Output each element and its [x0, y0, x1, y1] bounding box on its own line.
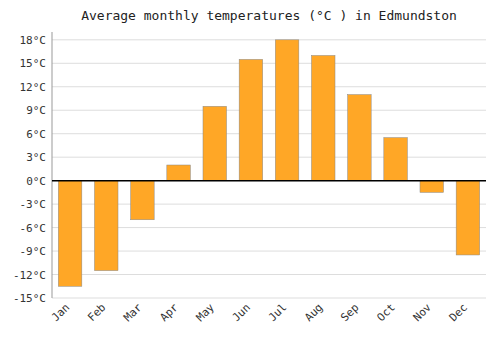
bar [420, 181, 444, 193]
bar [167, 165, 191, 181]
bars [58, 40, 479, 286]
x-tick-label: Dec [447, 301, 470, 324]
y-tick-label: 15°C [20, 57, 47, 70]
x-tick-label: Aug [302, 301, 325, 324]
bar [311, 55, 335, 180]
x-tick-label: Jul [266, 301, 289, 324]
grid-line [52, 274, 486, 275]
x-tick-label: May [194, 301, 218, 325]
grid [52, 40, 486, 298]
x-tick-label: Nov [411, 301, 435, 325]
bar [131, 181, 155, 220]
zero-line [52, 180, 486, 182]
chart: -15°C -12°C -9°C -6°C -3°C 0°C 3°C 6°C 9°C 12°C 15… [0, 0, 500, 350]
y-tick-label: -3°C [20, 198, 47, 211]
y-tick-label: 6°C [26, 128, 46, 141]
y-tick-label: 9°C [26, 104, 46, 117]
x-tick-label: Apr [157, 301, 181, 325]
bar [58, 181, 82, 287]
x-tick-label: Jan [49, 301, 72, 324]
bar [203, 106, 227, 180]
bar [275, 40, 299, 181]
x-tick-label: Sep [338, 301, 361, 324]
y-tick-label: -9°C [20, 245, 47, 258]
grid-line [52, 110, 486, 111]
bar [239, 59, 263, 180]
bar [348, 95, 372, 181]
title: Average monthly temperatures (°C ) in Ed… [81, 8, 457, 23]
grid-line [52, 63, 486, 64]
x-tick-label: Jun [230, 301, 253, 324]
bar [456, 181, 480, 255]
x-tick-label: Oct [374, 301, 397, 324]
bar [384, 138, 408, 181]
y-axis-line [52, 32, 53, 298]
grid-line [52, 157, 486, 158]
grid-line [52, 133, 486, 134]
grid-line [52, 298, 486, 299]
grid-line [52, 86, 486, 87]
y-tick-label: 0°C [26, 175, 46, 188]
y-tick-label: -12°C [13, 269, 46, 282]
x-tick-label: Mar [121, 301, 145, 325]
x-tick-label: Feb [85, 301, 108, 324]
y-tick-label: -15°C [13, 292, 46, 305]
bar [94, 181, 118, 271]
grid-line [52, 39, 486, 40]
y-tick-label: 12°C [20, 81, 47, 94]
y-tick-label: -6°C [20, 222, 47, 235]
y-tick-label: 18°C [20, 34, 47, 47]
y-tick-label: 3°C [26, 151, 46, 164]
grid-line [52, 180, 486, 181]
